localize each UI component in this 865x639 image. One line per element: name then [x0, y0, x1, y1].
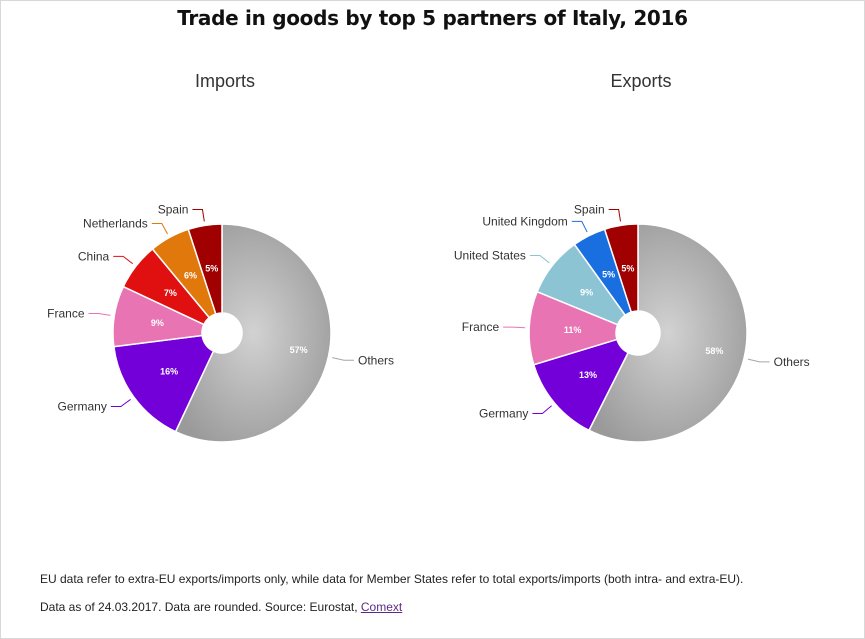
- exports-value-label-france: 11%: [564, 325, 582, 335]
- comext-link[interactable]: Comext: [360, 600, 403, 614]
- exports-category-label-france: France: [462, 320, 500, 334]
- exports-category-label-spain: Spain: [574, 203, 605, 217]
- imports-leader-line-france: [88, 312, 111, 316]
- exports-category-label-united-kingdom: United Kingdom: [482, 214, 567, 228]
- chart-title: Trade in goods by top 5 partners of Ital…: [177, 6, 688, 30]
- imports-donut-chart: 57% Others 16% Germany 9% France 7% China 6% Neth…: [47, 203, 394, 443]
- imports-category-label-others: Others: [358, 353, 394, 367]
- imports-leader-line-others: [332, 357, 354, 361]
- imports-value-label-france: 9%: [151, 318, 164, 328]
- imports-category-label-spain: Spain: [158, 203, 189, 217]
- footnote-scope: EU data refer to extra-EU exports/import…: [40, 572, 744, 586]
- imports-leader-line-china: [113, 255, 134, 265]
- exports-value-label-united-states: 9%: [580, 287, 593, 297]
- imports-slice-others[interactable]: [174, 223, 332, 443]
- imports-value-label-germany: 16%: [160, 366, 178, 376]
- imports-category-label-germany: Germany: [58, 399, 107, 413]
- imports-category-label-france: France: [47, 306, 85, 320]
- imports-value-label-china: 7%: [164, 288, 177, 298]
- exports-slice-spain[interactable]: [603, 223, 639, 313]
- footnote-source-text: Data as of 24.03.2017. Data are rounded.…: [40, 600, 361, 614]
- imports-slice-spain[interactable]: [187, 223, 223, 315]
- exports-value-label-others: 58%: [705, 346, 723, 356]
- exports-value-label-spain: 5%: [621, 263, 634, 273]
- exports-value-label-germany: 13%: [579, 370, 597, 380]
- imports-value-label-netherlands: 6%: [184, 271, 197, 281]
- exports-leader-line-germany: [532, 405, 552, 415]
- exports-leader-line-united-kingdom: [571, 220, 588, 233]
- exports-value-label-united-kingdom: 5%: [602, 270, 615, 280]
- exports-category-label-germany: Germany: [479, 407, 528, 421]
- footnote-source: Data as of 24.03.2017. Data are rounded.…: [40, 600, 402, 614]
- exports-category-label-united-states: United States: [454, 248, 526, 262]
- exports-category-label-others: Others: [774, 355, 810, 369]
- exports-leader-line-others: [747, 358, 770, 363]
- imports-value-label-spain: 5%: [205, 263, 218, 273]
- imports-leader-line-netherlands: [151, 222, 168, 235]
- exports-slice-germany[interactable]: [532, 338, 630, 432]
- exports-donut-chart: 58% Others 13% Germany 11% France 9% United Sta…: [454, 203, 810, 443]
- imports-chart-title: Imports: [194, 71, 255, 91]
- imports-value-label-others: 57%: [290, 345, 308, 355]
- imports-leader-line-germany: [110, 399, 131, 407]
- exports-chart-title: Exports: [610, 71, 672, 91]
- exports-slice-others[interactable]: [587, 223, 748, 443]
- exports-slice-france[interactable]: [528, 290, 619, 366]
- imports-slice-germany[interactable]: [113, 334, 215, 433]
- imports-category-label-china: China: [78, 249, 110, 263]
- exports-leader-line-france: [503, 326, 526, 329]
- exports-leader-line-united-states: [529, 254, 550, 264]
- imports-category-label-netherlands: Netherlands: [83, 216, 148, 230]
- imports-leader-line-spain: [192, 209, 205, 222]
- exports-leader-line-spain: [608, 209, 621, 222]
